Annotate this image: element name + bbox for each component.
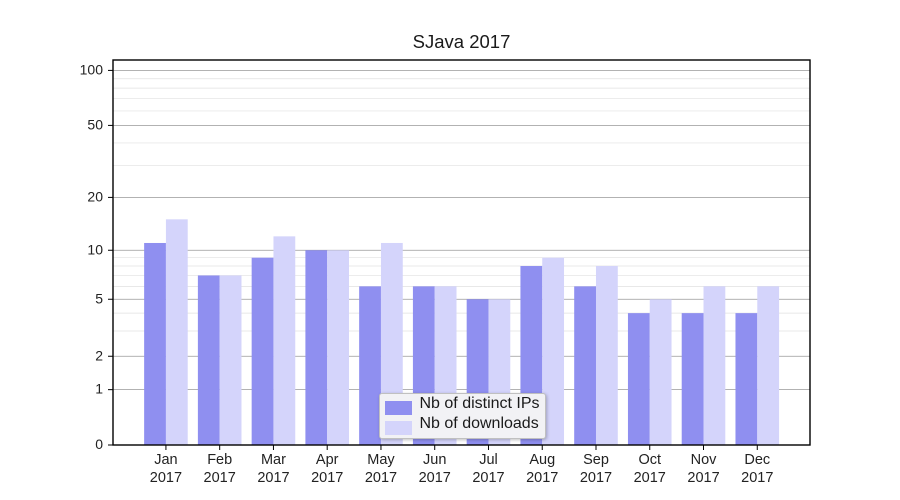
svg-text:1: 1 — [95, 381, 103, 397]
svg-text:2017: 2017 — [741, 470, 773, 486]
svg-text:Sep: Sep — [583, 452, 609, 468]
svg-text:0: 0 — [95, 436, 103, 452]
svg-text:50: 50 — [87, 116, 103, 132]
svg-text:2: 2 — [95, 347, 103, 363]
svg-text:20: 20 — [87, 188, 103, 204]
svg-text:2017: 2017 — [419, 470, 451, 486]
svg-text:Jun: Jun — [423, 452, 446, 468]
svg-text:2017: 2017 — [472, 470, 504, 486]
svg-text:2017: 2017 — [526, 470, 558, 486]
svg-text:Jul: Jul — [479, 452, 498, 468]
svg-text:2017: 2017 — [204, 470, 236, 486]
svg-text:Apr: Apr — [316, 452, 339, 468]
svg-text:Oct: Oct — [638, 452, 661, 468]
svg-text:Feb: Feb — [207, 452, 232, 468]
svg-text:2017: 2017 — [687, 470, 719, 486]
svg-text:2017: 2017 — [257, 470, 289, 486]
svg-text:2017: 2017 — [311, 470, 343, 486]
svg-text:2017: 2017 — [634, 470, 666, 486]
svg-text:2017: 2017 — [365, 470, 397, 486]
svg-text:2017: 2017 — [580, 470, 612, 486]
svg-text:Mar: Mar — [261, 452, 286, 468]
svg-text:Jan: Jan — [154, 452, 177, 468]
svg-text:5: 5 — [95, 290, 103, 306]
svg-text:10: 10 — [87, 241, 103, 257]
svg-text:Aug: Aug — [529, 452, 555, 468]
svg-text:100: 100 — [80, 61, 104, 77]
svg-text:Dec: Dec — [744, 452, 770, 468]
svg-text:May: May — [367, 452, 395, 468]
svg-text:Nov: Nov — [691, 452, 718, 468]
svg-text:2017: 2017 — [150, 470, 182, 486]
